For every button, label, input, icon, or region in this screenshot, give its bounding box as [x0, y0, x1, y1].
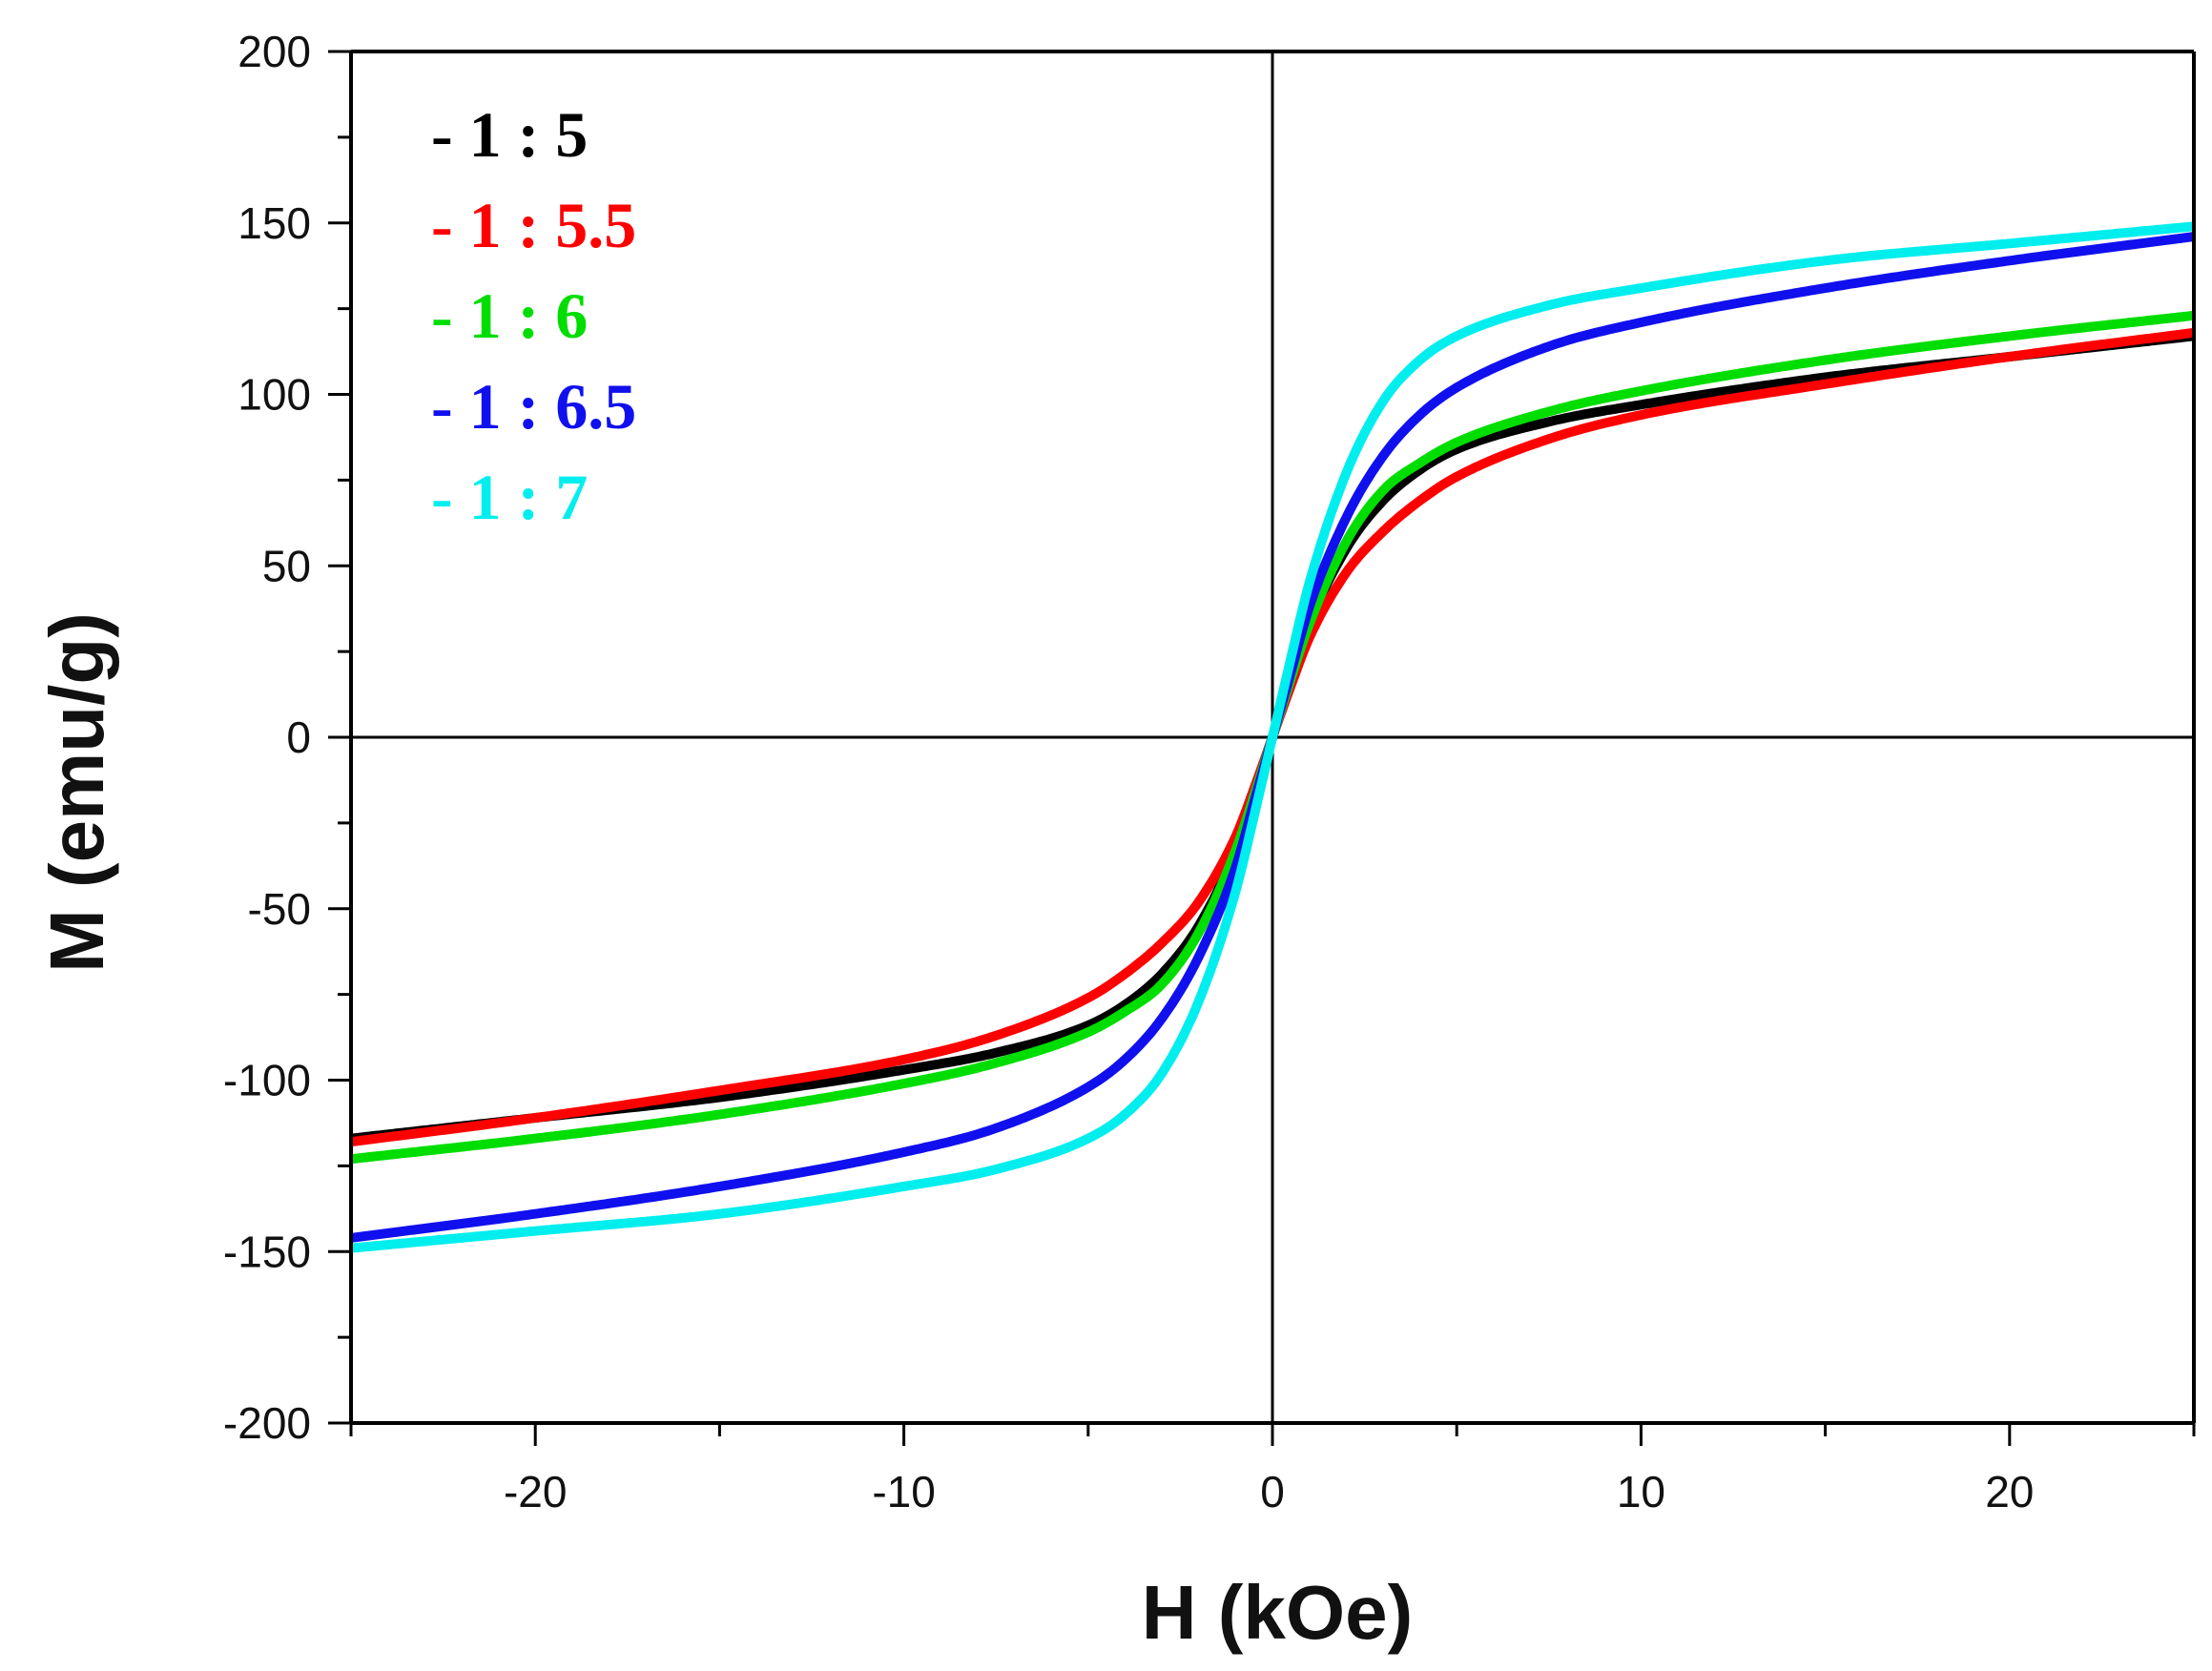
y-tick-label: -100 [223, 1056, 311, 1105]
legend-entry-2: - 1 : 5.5 [431, 189, 636, 261]
y-tick-label: -50 [248, 884, 311, 934]
y-tick-label: 0 [286, 712, 311, 762]
y-tick-label: -200 [223, 1398, 311, 1448]
legend-entry-3: - 1 : 6 [431, 279, 588, 352]
legend: - 1 : 5 - 1 : 5.5 - 1 : 6 - 1 : 6.5 - 1 : 7 [431, 98, 636, 533]
legend-entry-4: - 1 : 6.5 [431, 370, 636, 443]
x-tick-label: -10 [872, 1467, 935, 1516]
x-tick-label: -20 [504, 1467, 567, 1516]
x-tick-label: 0 [1260, 1467, 1285, 1516]
y-tick-label: 50 [262, 541, 311, 590]
y-tick-label: 100 [238, 370, 311, 420]
y-axis-title: M (emu/g) [34, 612, 119, 973]
curves [349, 221, 2196, 1253]
y-tick-label: 200 [238, 27, 311, 76]
legend-entry-5: - 1 : 7 [431, 461, 588, 533]
x-tick-label: 10 [1617, 1467, 1665, 1516]
y-tick-label: 150 [238, 198, 311, 248]
legend-entry-1: - 1 : 5 [431, 98, 588, 171]
series-line-5 [349, 221, 2196, 1253]
x-tick-label: 20 [1985, 1467, 2034, 1516]
y-tick-label: -150 [223, 1227, 311, 1276]
x-axis-title: H (kOe) [1142, 1570, 1414, 1655]
